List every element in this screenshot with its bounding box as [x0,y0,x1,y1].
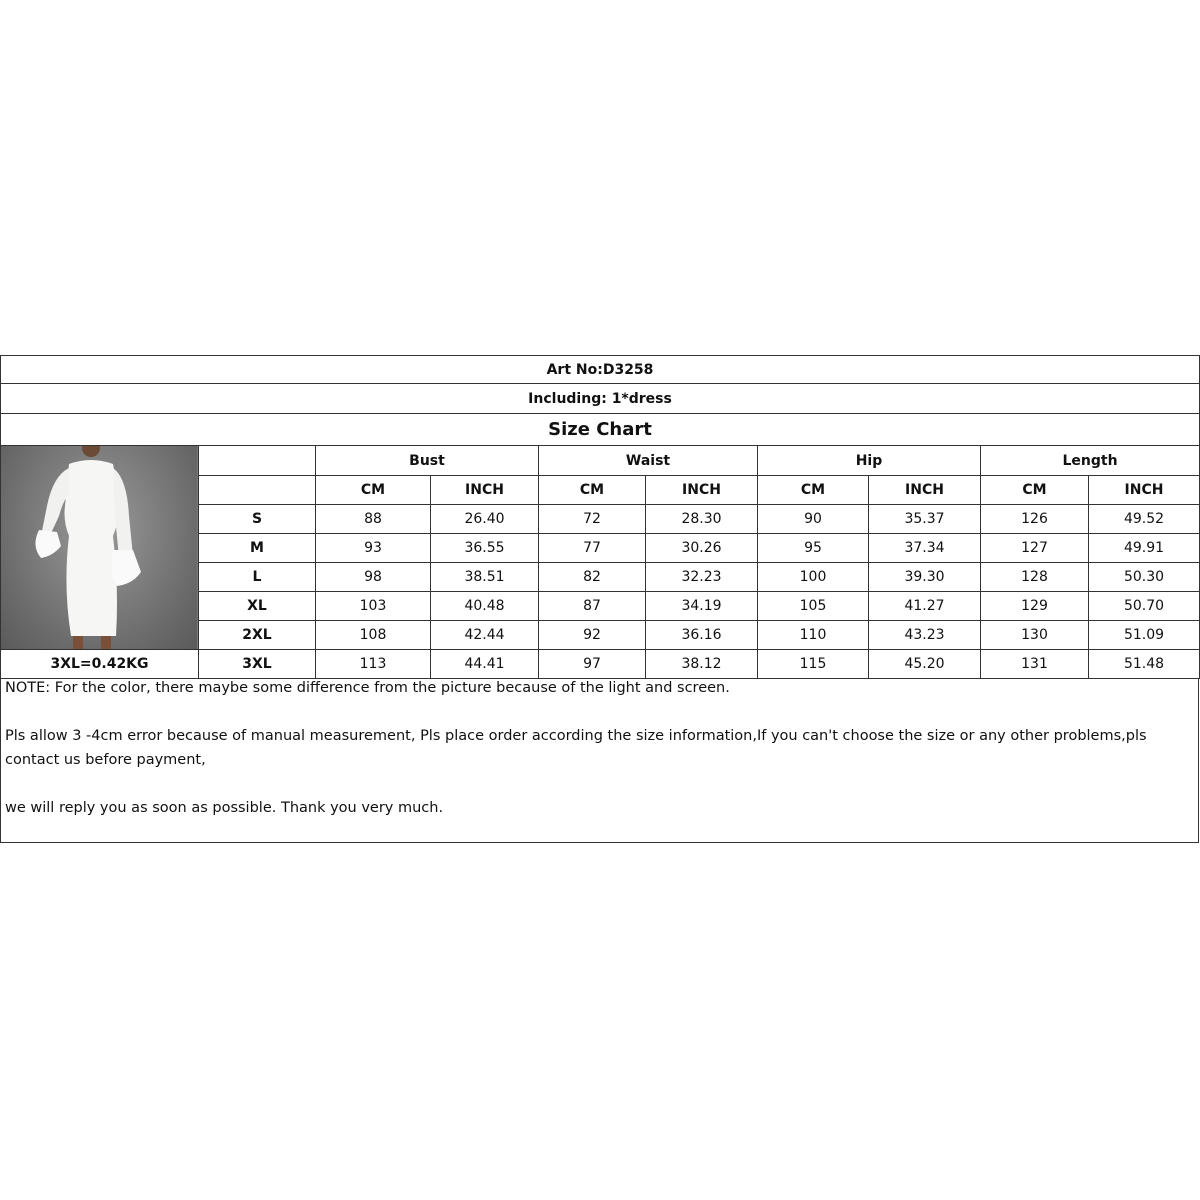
measurement-cell: 105 [757,591,869,621]
measurement-cell: 38.12 [645,649,758,679]
measurement-cell: 131 [980,649,1089,679]
measurement-cell: 38.51 [430,562,539,592]
group-header-waist: Waist [538,445,758,476]
size-label: 2XL [198,620,316,650]
group-header-length: Length [979,445,1200,476]
measurement-cell: 36.55 [430,533,539,563]
unit-header: CM [538,475,646,505]
size-label: 3XL [198,649,316,679]
unit-header: INCH [1087,475,1200,505]
measurement-cell: 43.23 [868,620,981,650]
measurement-cell: 87 [538,591,646,621]
measurement-cell: 42.44 [430,620,539,650]
measurement-cell: 35.37 [868,504,981,534]
measurement-cell: 127 [980,533,1089,563]
unit-header: INCH [645,475,758,505]
measurement-cell: 36.16 [645,620,758,650]
measurement-cell: 34.19 [645,591,758,621]
measurement-cell: 115 [757,649,869,679]
product-image [0,445,199,650]
including: Including: 1*dress [0,383,1200,414]
measurement-cell: 82 [538,562,646,592]
measurement-cell: 108 [315,620,431,650]
measurement-cell: 95 [757,533,869,563]
measurement-cell: 50.30 [1087,562,1200,592]
measurement-cell: 93 [315,533,431,563]
group-header-bust: Bust [315,445,539,476]
size-label: XL [198,591,316,621]
measurement-cell: 40.48 [430,591,539,621]
measurement-cell: 49.52 [1087,504,1200,534]
measurement-cell: 77 [538,533,646,563]
unit-header: CM [980,475,1089,505]
table-row: S 88 26.40 72 28.30 90 35.37 126 49.52 [1,504,1200,534]
measurement-cell: 50.70 [1087,591,1200,621]
measurement-cell: 128 [980,562,1089,592]
measurement-cell: 32.23 [645,562,758,592]
measurement-cell: 129 [980,591,1089,621]
size-chart-table: Art No:D3258 Including: 1*dress Size Cha… [0,355,1200,679]
size-label: L [198,562,316,592]
measurement-cell: 28.30 [645,504,758,534]
size-label: M [198,533,316,563]
size-label: S [198,504,316,534]
measurement-cell: 100 [757,562,869,592]
measurement-cell: 45.20 [868,649,981,679]
art-number: Art No:D3258 [0,355,1200,384]
size-chart-title: Size Chart [0,413,1200,446]
note-error: Pls allow 3 -4cm error because of manual… [5,728,1147,744]
measurement-cell: 97 [538,649,646,679]
table-row: XL 103 40.48 87 34.19 105 41.27 129 50.70 [1,591,1200,621]
note-reply: we will reply you as soon as possible. T… [5,800,444,816]
measurement-cell: 130 [980,620,1089,650]
note-color: NOTE: For the color, there maybe some di… [5,680,730,696]
corner-cell [198,475,316,505]
measurement-cell: 72 [538,504,646,534]
table-row: 2XL 108 42.44 92 36.16 110 43.23 130 51.09 [1,620,1200,650]
measurement-cell: 51.09 [1087,620,1200,650]
measurement-cell: 90 [757,504,869,534]
measurement-cell: 51.48 [1087,649,1200,679]
size-chart: Art No:D3258 Including: 1*dress Size Cha… [0,355,1200,679]
measurement-cell: 88 [315,504,431,534]
measurement-cell: 103 [315,591,431,621]
notes: NOTE: For the color, there maybe some di… [0,678,1199,843]
measurement-cell: 30.26 [645,533,758,563]
measurement-cell: 26.40 [430,504,539,534]
corner-cell [198,445,316,476]
measurement-cell: 37.34 [868,533,981,563]
weight-label: 3XL=0.42KG [0,649,199,679]
measurement-cell: 41.27 [868,591,981,621]
measurement-cell: 110 [757,620,869,650]
measurement-cell: 98 [315,562,431,592]
measurement-cell: 49.91 [1087,533,1200,563]
unit-header: CM [757,475,869,505]
unit-header: INCH [430,475,539,505]
group-header-hip: Hip [757,445,981,476]
unit-header: CM [315,475,431,505]
measurement-cell: 113 [315,649,431,679]
table-row: 3XL=0.42KG 3XL 113 44.41 97 38.12 115 45.20 131 5… [0,649,1200,679]
note-contact: contact us before payment, [5,752,206,768]
table-row: L 98 38.51 82 32.23 100 39.30 128 50.30 [1,562,1200,592]
dress-illustration [35,446,141,649]
unit-header: INCH [868,475,981,505]
measurement-cell: 92 [538,620,646,650]
measurement-cell: 126 [980,504,1089,534]
measurement-cell: 44.41 [430,649,539,679]
measurement-cell: 39.30 [868,562,981,592]
